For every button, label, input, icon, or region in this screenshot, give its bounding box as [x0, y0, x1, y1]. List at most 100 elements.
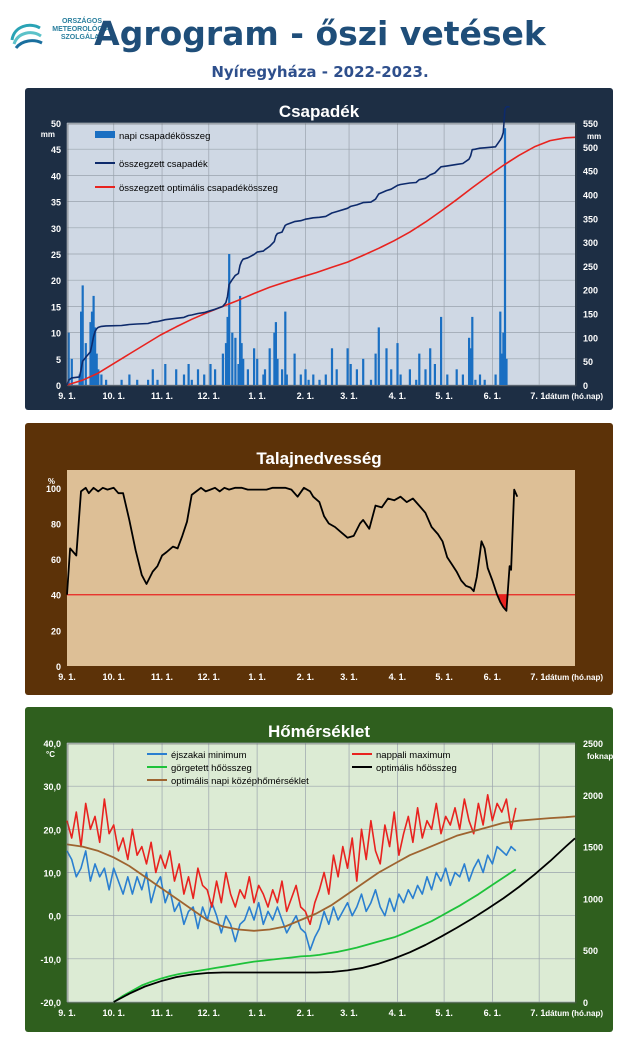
precipitation-bar	[369, 379, 373, 385]
day-maximum-line	[66, 794, 517, 926]
y-right-tick-label: 500	[583, 946, 598, 956]
precipitation-bar	[81, 285, 84, 385]
precipitation-bar	[500, 353, 503, 385]
legend-optimal-precipitation: összegzett optimális csapadékösszeg	[119, 183, 278, 194]
x-tick-label: 12. 1.	[198, 672, 221, 682]
precipitation-bar	[385, 348, 388, 385]
y-right-tick-label: 450	[583, 167, 598, 177]
x-tick-label: 3. 1.	[340, 391, 358, 401]
precipitation-bar	[274, 322, 277, 385]
temperature-chart: Hőmérséklet -20,0 -10,0 0,0 10,0 20,0 30,0 40,0…	[25, 707, 613, 1032]
precipitation-bar	[390, 369, 393, 385]
precipitation-bar	[408, 369, 411, 385]
y-left-tick-label: -10,0	[40, 955, 61, 965]
precipitation-bar	[136, 379, 139, 385]
page-title: Agrogram - őszi vetések	[94, 14, 546, 53]
y-left-tick-label: 15	[51, 302, 61, 312]
precipitation-bar	[330, 348, 334, 385]
x-tick-label: 7. 1.	[530, 672, 548, 682]
y-left-unit: %	[48, 477, 55, 486]
y-left-tick-label: 25	[51, 250, 61, 260]
precipitation-chart: Csapadék05101520253035404550mm0501001502…	[25, 88, 613, 410]
y-left-tick-label: 30	[51, 224, 61, 234]
plot-border	[67, 123, 577, 387]
precipitation-bar	[84, 343, 87, 385]
precipitation-bar	[455, 369, 458, 385]
chart-title: Csapadék	[279, 102, 360, 121]
y-left-tick-label: 0,0	[48, 912, 61, 922]
y-left-tick-label: -20,0	[40, 998, 61, 1008]
y-right-tick-label: 1500	[583, 843, 603, 853]
precipitation-bar	[362, 358, 365, 385]
y-left-tick-label: 100	[46, 484, 61, 494]
legend-night-minimum: éjszakai minimum	[171, 750, 247, 761]
precipitation-bar	[151, 369, 154, 385]
precipitation-bar	[164, 364, 167, 385]
precipitation-bar	[446, 374, 449, 385]
precipitation-bar	[70, 358, 73, 385]
precipitation-bar	[246, 369, 249, 385]
rolling-heat-sum-line	[113, 868, 517, 1003]
legend-day-maximum: nappali maximum	[376, 750, 451, 761]
precipitation-bar	[234, 337, 237, 385]
precipitation-bar	[226, 316, 229, 385]
precipitation-bar	[461, 374, 464, 385]
precipitation-bar	[228, 254, 231, 385]
x-axis-unit: dátum (hó.nap)	[545, 392, 603, 401]
chart-title: Talajnedvesség	[256, 449, 381, 468]
precipitation-bar	[239, 295, 242, 385]
y-right-tick-label: 250	[583, 262, 598, 272]
x-tick-label: 6. 1.	[484, 672, 502, 682]
x-tick-label: 12. 1.	[198, 1008, 221, 1018]
precipitation-bar	[196, 369, 200, 385]
precipitation-bar	[256, 358, 259, 385]
x-tick-label: 10. 1.	[102, 391, 125, 401]
x-tick-label: 6. 1.	[484, 391, 502, 401]
y-left-tick-label: 10	[51, 329, 61, 339]
soil-moisture-chart: Talajnedvesség 0 20 40 60 80 100% 9. 1. 10. 1. 11…	[25, 423, 613, 695]
legend-optimal-daily-mean: optimális napi középhőmérséklet	[171, 776, 309, 787]
x-axis-unit: dátum (hó.nap)	[545, 1009, 603, 1018]
precipitation-bar	[120, 379, 123, 385]
chart-title: Hőmérséklet	[268, 722, 370, 741]
precipitation-bar	[396, 343, 399, 385]
cumulative-precipitation-line	[66, 106, 510, 386]
optimal-daily-mean-line	[66, 815, 576, 932]
precipitation-bar	[221, 353, 224, 385]
precipitation-bar	[318, 379, 321, 385]
precipitation-bar	[214, 369, 217, 385]
omsz-logo	[10, 23, 43, 50]
precipitation-bar	[100, 374, 103, 385]
x-tick-label: 6. 1.	[484, 1008, 502, 1018]
y-right-unit: foknap	[587, 752, 613, 761]
precipitation-bar	[190, 379, 193, 385]
x-tick-label: 5. 1.	[435, 1008, 453, 1018]
legend-daily-precipitation-swatch	[95, 131, 115, 138]
precipitation-bar	[67, 332, 70, 385]
y-left-tick-label: 5	[56, 355, 61, 365]
x-tick-label: 4. 1.	[389, 391, 407, 401]
y-left-tick-label: 45	[51, 145, 61, 155]
precipitation-bar	[128, 374, 131, 385]
deficit-area	[497, 594, 509, 611]
x-tick-label: 3. 1.	[340, 1008, 358, 1018]
page-subtitle: Nyíregyháza - 2022-2023.	[211, 63, 429, 81]
x-tick-label: 2. 1.	[297, 391, 315, 401]
y-left-unit: mm	[41, 130, 55, 139]
x-tick-label: 7. 1.	[530, 1008, 548, 1018]
y-right-tick-label: 550	[583, 119, 598, 129]
precipitation-panel: Csapadék 0 5 10 15 20 25 30 35 40 45 50 mm 0 50 100 150 2…	[25, 88, 613, 410]
y-left-tick-label: 20	[51, 276, 61, 286]
precipitation-bar	[505, 358, 508, 385]
x-tick-label: 10. 1.	[102, 672, 125, 682]
precipitation-bar	[349, 364, 352, 385]
precipitation-bar	[304, 369, 307, 385]
y-left-tick-label: 30,0	[43, 782, 61, 792]
legend-daily-precipitation: napi csapadékösszeg	[119, 131, 210, 142]
precipitation-bar	[418, 353, 421, 385]
precipitation-bar	[483, 379, 486, 385]
precipitation-bar	[324, 374, 327, 385]
precipitation-bar	[499, 311, 502, 385]
precipitation-bar	[203, 374, 206, 385]
x-tick-label: 11. 1.	[151, 391, 173, 401]
